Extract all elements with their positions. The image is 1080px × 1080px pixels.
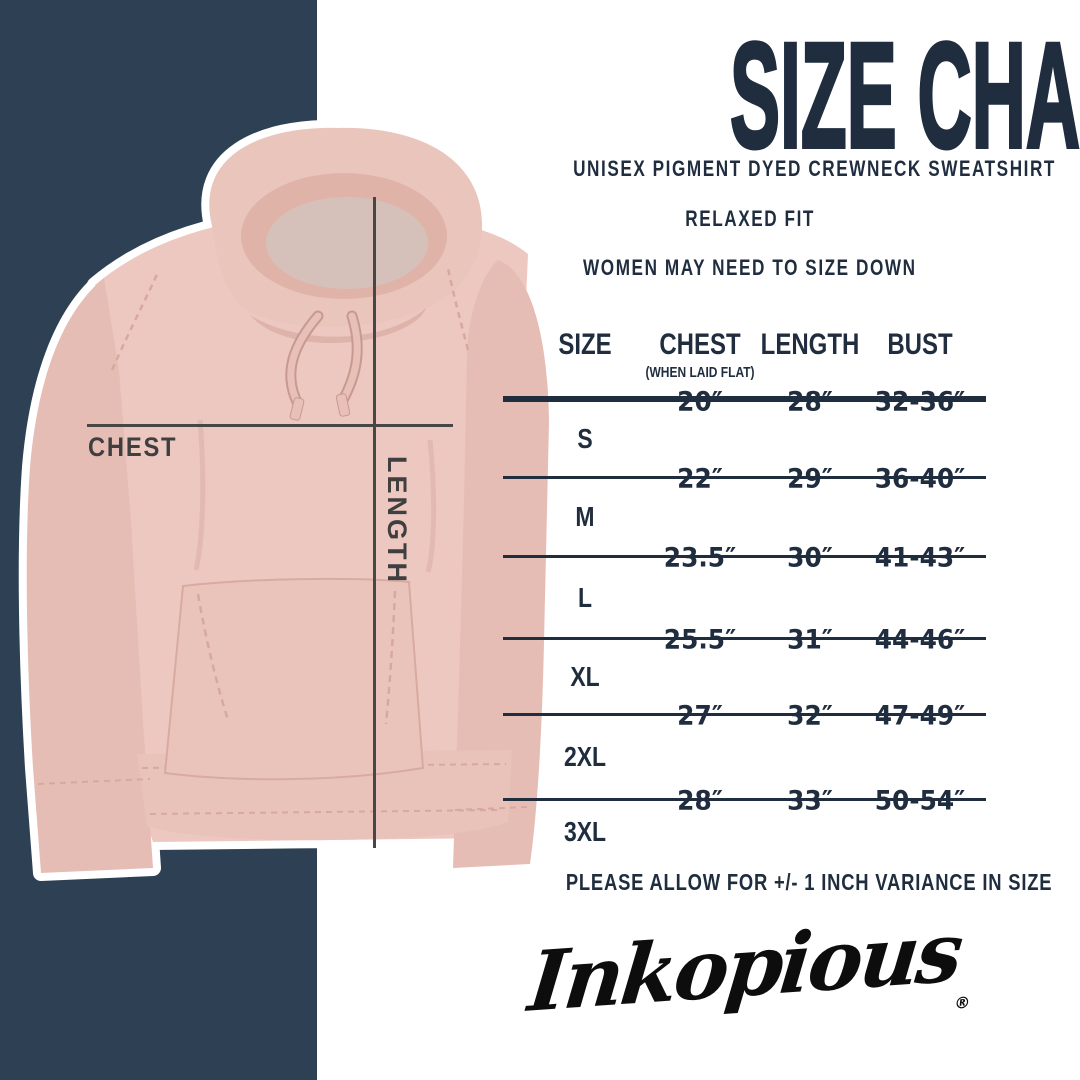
table-row: M 22″ 29″ 36-40″ xyxy=(503,464,986,558)
page-title: SIZE CHART xyxy=(729,11,1080,179)
brand-name: Inkopious® xyxy=(523,903,969,1031)
bust-value: 47-49″ xyxy=(874,700,966,732)
length-measure-line xyxy=(373,197,376,848)
hoodie-illustration xyxy=(18,120,557,881)
table-row: S 20″ 28″ 32-36″ xyxy=(503,387,986,479)
column-header-size: SIZE xyxy=(558,328,612,361)
subtitle-product: UNISEX PIGMENT DYED CREWNECK SWEATSHIRT xyxy=(573,156,1056,181)
bust-value: 36-40″ xyxy=(874,463,966,495)
chest-value: 20″ xyxy=(677,386,723,418)
bust-value: 32-36″ xyxy=(874,386,966,418)
size-value: S xyxy=(577,423,593,454)
chest-measure-line xyxy=(87,424,453,427)
bust-value: 41-43″ xyxy=(874,542,966,574)
size-table: S 20″ 28″ 32-36″ M 22″ 29″ 36-40″ L 23.5… xyxy=(503,387,986,863)
size-value: M xyxy=(575,501,595,532)
table-row: 3XL 28″ 33″ 50-54″ xyxy=(503,786,986,863)
column-header-chest: CHEST xyxy=(659,328,741,361)
table-row: 2XL 27″ 32″ 47-49″ xyxy=(503,701,986,801)
size-value: L xyxy=(577,581,593,613)
column-header-bust: BUST xyxy=(887,328,953,361)
length-value: 29″ xyxy=(787,463,833,495)
size-table-header: SIZE CHEST LENGTH BUST (WHEN LAID FLAT) xyxy=(503,320,986,396)
subtitle-fit: RELAXED FIT xyxy=(685,206,815,231)
size-value: 2XL xyxy=(563,741,607,772)
hoodie-drawstrings xyxy=(285,310,363,421)
column-header-length: LENGTH xyxy=(760,328,860,361)
subtitle-sizing: WOMEN MAY NEED TO SIZE DOWN xyxy=(583,255,917,280)
chest-value: 22″ xyxy=(677,463,723,495)
chest-subnote: (WHEN LAID FLAT) xyxy=(645,364,755,381)
length-value: 33″ xyxy=(787,785,833,817)
chest-value: 27″ xyxy=(677,700,723,732)
length-value: 31″ xyxy=(787,624,833,656)
variance-note: PLEASE ALLOW FOR +/- 1 INCH VARIANCE IN … xyxy=(565,869,1053,895)
table-row: L 23.5″ 30″ 41-43″ xyxy=(503,543,986,640)
bust-value: 44-46″ xyxy=(874,624,966,656)
length-measure-label: LENGTH xyxy=(382,456,412,585)
registered-trademark-icon: ® xyxy=(953,992,969,1013)
chest-value: 23.5″ xyxy=(663,542,737,574)
length-value: 28″ xyxy=(787,386,833,418)
length-value: 32″ xyxy=(787,700,833,732)
chest-value: 25.5″ xyxy=(663,624,737,656)
length-value: 30″ xyxy=(787,542,833,574)
size-value: XL xyxy=(570,660,600,692)
table-row: XL 25.5″ 31″ 44-46″ xyxy=(503,625,986,716)
chest-measure-label: CHEST xyxy=(88,432,178,462)
size-value: 3XL xyxy=(563,816,607,847)
bust-value: 50-54″ xyxy=(874,785,966,817)
brand-logo: Inkopious® xyxy=(505,904,995,1031)
hoodie-body-shapes xyxy=(26,127,549,873)
chest-value: 28″ xyxy=(677,785,723,817)
